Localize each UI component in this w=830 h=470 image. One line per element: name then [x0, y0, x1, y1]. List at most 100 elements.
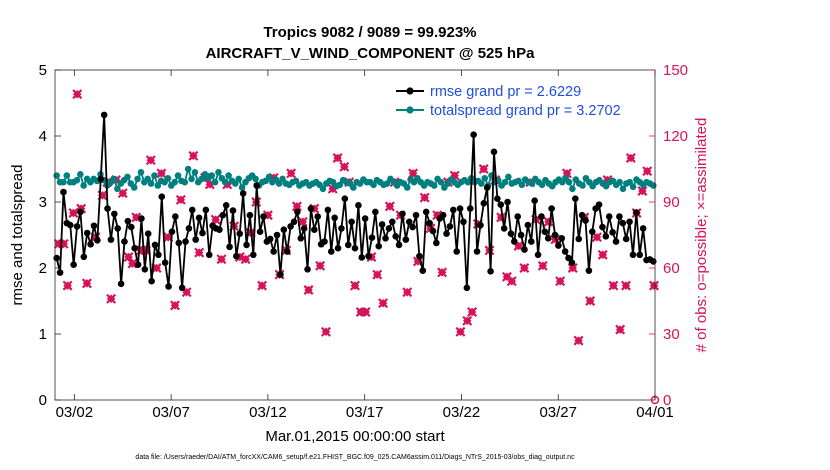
rmse-point: [256, 228, 264, 235]
obs-assimilated-point: [145, 155, 156, 166]
rmse-point: [439, 211, 447, 219]
obs-assimilated-point: [478, 164, 489, 174]
rmse-point: [585, 267, 593, 274]
rmse-point: [534, 251, 542, 259]
rmse-point: [490, 148, 498, 156]
rmse-point: [602, 233, 610, 240]
rmse-point: [392, 233, 399, 240]
rmse-point: [633, 209, 640, 216]
rmse-point: [294, 208, 301, 216]
rmse-point: [253, 182, 260, 189]
rmse-point: [622, 235, 630, 243]
rmse-point: [56, 269, 64, 276]
rmse-point: [473, 248, 481, 255]
rmse-point: [260, 213, 267, 220]
obs-assimilated-point: [519, 263, 530, 273]
rmse-point: [524, 221, 532, 229]
totalspread-point: [403, 184, 411, 191]
legend: rmse grand pr = 2.6229 totalspread grand…: [392, 78, 650, 122]
legend-spread-marker: [406, 106, 414, 114]
obs-assimilated-point: [437, 267, 448, 278]
rmse-point: [243, 241, 250, 249]
obs-assimilated-point: [257, 280, 268, 291]
y-left-tick-label: 5: [39, 62, 47, 79]
totalspread-point: [137, 169, 145, 176]
y-left-tick-label: 3: [39, 194, 47, 211]
rmse-point: [412, 211, 420, 219]
totalspread-point: [565, 178, 573, 186]
totalspread-point: [350, 184, 357, 191]
totalspread-point: [505, 173, 512, 181]
rmse-point: [161, 259, 169, 267]
rmse-point: [399, 210, 406, 218]
totalspread-point: [63, 172, 71, 179]
totalspread-point: [265, 173, 273, 181]
rmse-point: [626, 218, 633, 226]
obs-assimilated-point: [315, 260, 326, 271]
rmse-point: [470, 131, 477, 138]
obs-assimilated-point: [585, 296, 596, 306]
totalspread-point: [134, 175, 141, 183]
rmse-point: [365, 252, 372, 260]
obs-assimilated-point: [360, 307, 371, 317]
totalspread-point: [232, 180, 239, 187]
obs-assimilated-point: [350, 280, 360, 291]
rmse-point: [287, 223, 294, 230]
rmse-point: [636, 251, 644, 259]
chart-title: Tropics 9082 / 9089 = 99.923%: [263, 24, 476, 41]
y-left-tick-label: 0: [39, 392, 47, 409]
totalspread-point: [275, 180, 283, 187]
rmse-point: [395, 241, 403, 249]
rmse-point: [487, 268, 494, 275]
rmse-point: [368, 234, 376, 241]
rmse-point: [341, 195, 349, 202]
rmse-point: [158, 193, 166, 201]
rmse-point: [311, 226, 318, 234]
rmse-point: [565, 254, 572, 262]
obs-assimilated-point: [188, 150, 199, 161]
x-tick-label: 03/17: [346, 404, 384, 421]
rmse-point: [338, 225, 345, 232]
totalspread-point: [370, 181, 377, 189]
rmse-point: [588, 228, 596, 235]
rmse-point: [280, 226, 288, 234]
totalspread-point: [569, 185, 576, 193]
obs-assimilated-point: [573, 335, 584, 346]
rmse-point: [504, 198, 511, 206]
totalspread-point: [629, 183, 637, 191]
totalspread-point: [221, 178, 229, 186]
obs-assimilated-point: [378, 298, 389, 309]
totalspread-point: [114, 185, 121, 193]
rmse-point: [616, 213, 623, 220]
totalspread-point: [518, 181, 526, 189]
rmse-point: [578, 211, 586, 219]
obs-assimilated-point: [170, 300, 180, 311]
rmse-point: [514, 213, 522, 220]
totalspread-point: [430, 182, 438, 189]
rmse-point: [572, 195, 579, 202]
rmse-point: [239, 190, 247, 197]
obs-assimilated-point: [372, 269, 383, 280]
obs-assimilated-point: [303, 285, 314, 295]
totalspread-point: [481, 174, 489, 182]
totalspread-point: [147, 180, 155, 187]
totalspread-point: [437, 178, 445, 186]
rmse-point: [629, 251, 637, 259]
rmse-point: [426, 219, 433, 227]
rmse-point: [107, 236, 115, 243]
rmse-point: [205, 251, 213, 259]
totalspread-point: [174, 172, 182, 179]
rmse-point: [155, 251, 162, 259]
rmse-point: [355, 202, 362, 209]
obs-assimilated-point: [591, 232, 602, 243]
rmse-point: [595, 201, 603, 208]
obs-assimilated-point: [642, 166, 653, 177]
totalspread-point: [144, 175, 151, 183]
totalspread-point: [279, 175, 286, 183]
rmse-point: [66, 221, 74, 229]
y-left-tick-label: 2: [39, 260, 47, 277]
obs-assimilated-point: [637, 186, 648, 196]
x-tick-label: 04/01: [636, 404, 674, 421]
rmse-point: [185, 225, 193, 232]
rmse-point: [300, 225, 308, 232]
